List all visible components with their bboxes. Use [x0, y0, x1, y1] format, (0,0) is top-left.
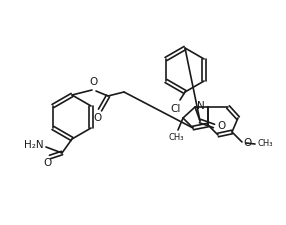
Text: H₂N: H₂N	[24, 140, 44, 150]
Text: CH₃: CH₃	[257, 140, 273, 148]
Text: O: O	[44, 158, 52, 168]
Text: O: O	[217, 121, 225, 131]
Text: Cl: Cl	[171, 104, 181, 114]
Text: O: O	[94, 113, 102, 123]
Text: O: O	[243, 138, 251, 148]
Text: CH₃: CH₃	[168, 133, 184, 142]
Text: O: O	[89, 77, 97, 87]
Text: N: N	[197, 101, 205, 111]
